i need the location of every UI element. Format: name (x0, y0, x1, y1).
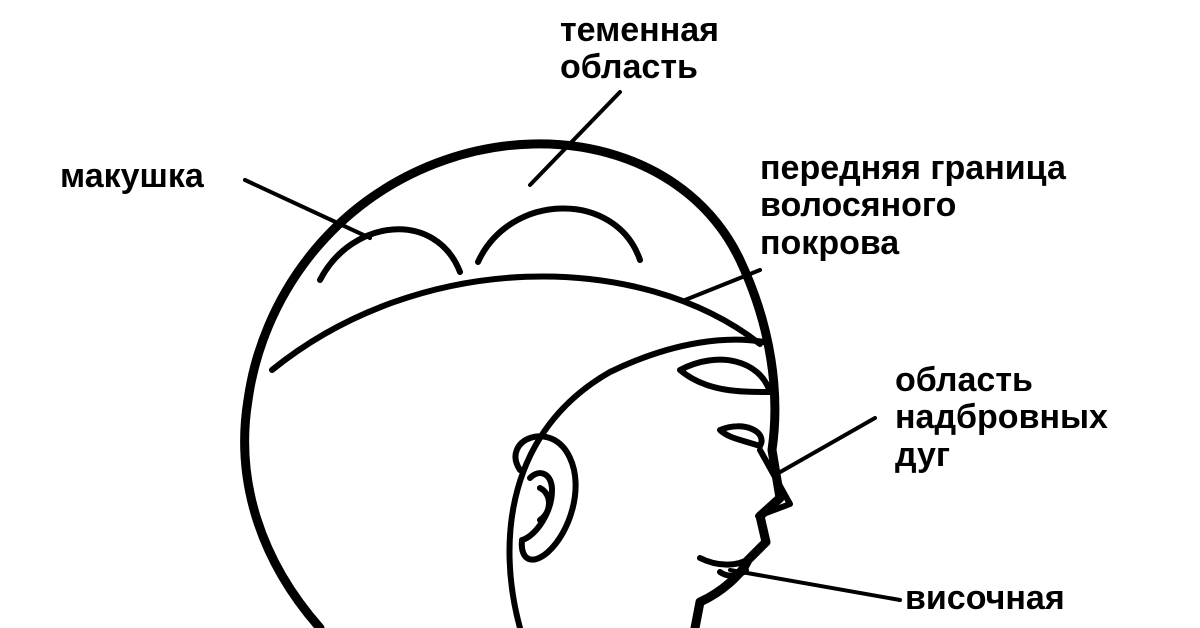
label-parietal: теменная область (560, 12, 719, 87)
face-features (515, 360, 790, 576)
label-crown: макушка (60, 158, 204, 195)
label-hairline: передняя граница волосяного покрова (760, 150, 1066, 262)
scalp-zones (272, 208, 764, 628)
diagram-svg (0, 0, 1200, 628)
label-brow: область надбровных дуг (895, 362, 1108, 474)
diagram-stage: теменная область макушка передняя границ… (0, 0, 1200, 628)
label-temporal: височная (905, 580, 1065, 617)
